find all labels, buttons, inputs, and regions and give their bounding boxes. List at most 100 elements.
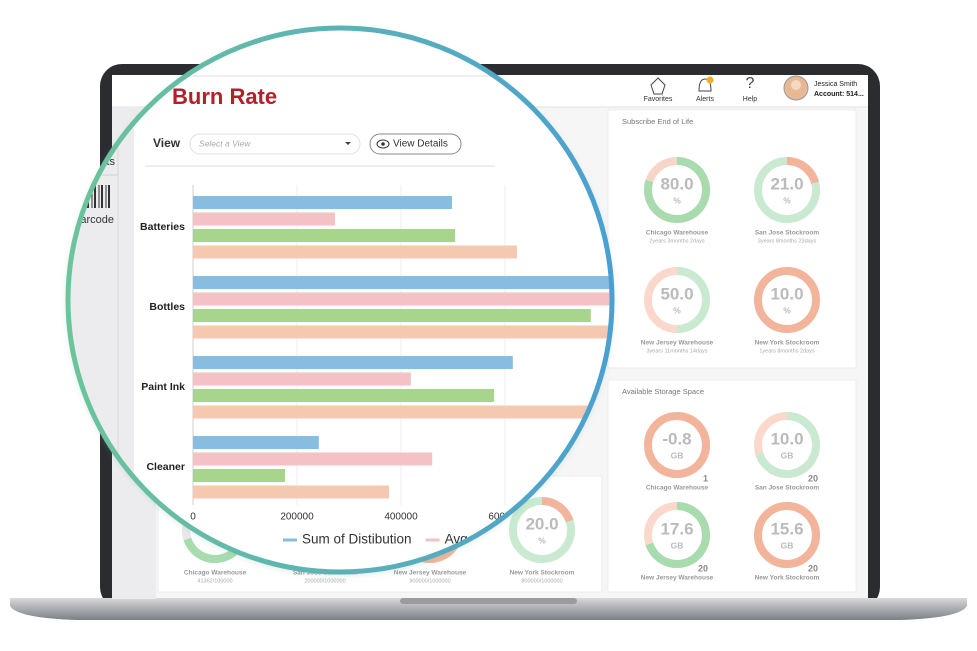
view-details-label[interactable]: View Details	[393, 139, 448, 150]
bar	[193, 356, 513, 369]
legend-label: Sum of Distibution	[302, 532, 412, 547]
gauge-value: 20.0	[525, 514, 558, 533]
gauge-arc	[676, 267, 710, 333]
gauge-value: 21.0	[770, 174, 803, 193]
help-icon[interactable]: ?	[746, 75, 755, 92]
gauge-max: 20	[698, 563, 708, 573]
bar	[193, 309, 591, 322]
bar	[193, 372, 411, 386]
bar	[193, 212, 335, 226]
bar	[193, 196, 452, 209]
alerts-badge	[706, 76, 714, 84]
view-select[interactable]	[189, 133, 361, 155]
gauge: 15.6 GB 20 New York Stockroom	[754, 502, 820, 582]
x-tick-label: 200000	[280, 512, 314, 523]
gauge-detail: 1years 8months 2days	[759, 348, 815, 354]
y-tick-label: Cleaner	[146, 461, 185, 473]
gauge-location: Chicago Warehouse	[646, 485, 709, 492]
panel-title: Subscribe End of Life	[622, 117, 693, 126]
bar	[193, 452, 433, 466]
gauge-arc	[644, 157, 710, 223]
gauge-location: New York Stockroom	[755, 575, 820, 582]
gauge-arc	[645, 412, 710, 478]
gauge-location: New Jersey Warehouse	[394, 570, 467, 577]
gauge-unit: %	[673, 305, 681, 315]
view-details-button[interactable]	[369, 133, 462, 155]
panel-storage	[607, 379, 857, 593]
burn-rate-chart: 0200000400000600000BatteriesBottlesPaint…	[140, 185, 612, 547]
gauge-location: Chicago Warehouse	[646, 230, 709, 237]
gauge-unit: %	[783, 195, 791, 205]
user-account[interactable]: Account: 514...	[814, 91, 864, 98]
view-select-placeholder[interactable]: Select a View	[199, 138, 251, 148]
bar	[193, 405, 605, 419]
gauge-arc	[755, 412, 820, 478]
gauge-location: New York Stockroom	[510, 570, 575, 577]
bar	[193, 469, 286, 482]
gauge-max: 20	[808, 563, 818, 573]
help-label[interactable]: Help	[743, 96, 758, 103]
gauge-unit: %	[538, 535, 546, 545]
eye-pupil	[381, 142, 385, 146]
panel-title: Available Storage Space	[622, 387, 704, 396]
gauge: 17.6 GB 20 New Jersey Warehouse	[641, 502, 714, 582]
y-tick-label: Bottles	[149, 301, 185, 313]
bar	[193, 389, 495, 402]
bar	[193, 436, 319, 449]
user-name[interactable]: Jessica Smith	[814, 81, 857, 88]
favorites-label[interactable]: Favorites	[644, 96, 673, 103]
favorites-icon[interactable]	[650, 77, 666, 95]
alerts-icon[interactable]	[698, 78, 712, 92]
gauge-detail: 41362/100000	[197, 578, 232, 584]
view-select-caret[interactable]	[345, 142, 351, 145]
y-tick-label: Batteries	[140, 221, 185, 233]
gauge-unit: GB	[671, 450, 684, 460]
gauge-location: New York Stockroom	[755, 340, 820, 347]
gauge-location: New Jersey Warehouse	[641, 340, 714, 347]
gauge-location: San Jose Stockroom	[755, 485, 820, 492]
gauge-detail: 2years 3months 2days	[649, 238, 705, 244]
gauge-value: 50.0	[660, 284, 693, 303]
bar	[193, 229, 456, 242]
gauge-arc	[786, 157, 819, 185]
gauge-location: New Jersey Warehouse	[641, 575, 714, 582]
gauge-unit: %	[673, 195, 681, 205]
gauge-value: 17.6	[660, 519, 693, 538]
gauge-value: 10.0	[770, 284, 803, 303]
gauge-unit: GB	[781, 450, 794, 460]
x-tick-label: 0	[190, 512, 196, 523]
gauge-arc	[541, 497, 574, 523]
gauge-unit: GB	[781, 540, 794, 550]
eye-icon[interactable]	[376, 139, 390, 149]
page-title: Burn Rate	[172, 84, 277, 109]
gauge-detail: 200000/1000000	[304, 578, 345, 584]
bar	[193, 485, 390, 499]
alerts-label[interactable]: Alerts	[696, 96, 714, 103]
gauge-location: Chicago Warehouse	[184, 570, 247, 577]
gauge-detail: 3years 8months 23days	[758, 238, 817, 244]
gauge: -0.8 GB 1 Chicago Warehouse	[644, 412, 710, 492]
gauge-detail: 3years 11months 14days	[646, 348, 707, 354]
laptop-notch	[400, 598, 577, 604]
gauge-max: 20	[808, 473, 818, 483]
gauge-location: San Jose Stockroom	[755, 230, 820, 237]
user-avatar-face	[791, 80, 801, 90]
gauge-arc	[645, 502, 710, 568]
gauge-detail: 800000/1000000	[521, 578, 562, 584]
panel-end-of-life	[607, 109, 857, 369]
gauge-arc	[755, 502, 820, 568]
bar	[193, 292, 612, 306]
x-tick-label: 400000	[384, 512, 418, 523]
gauge-value: -0.8	[662, 429, 691, 448]
gauge-value: 80.0	[660, 174, 693, 193]
gauge-value: 10.0	[770, 429, 803, 448]
laptop-base	[10, 598, 967, 620]
gauge-value: 15.6	[770, 519, 803, 538]
